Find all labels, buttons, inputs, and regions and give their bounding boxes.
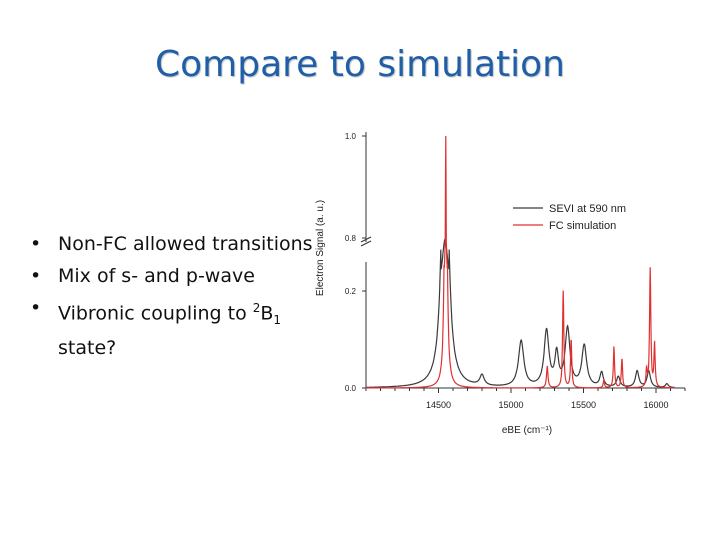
term-subscript: 1 <box>273 313 282 328</box>
term-base: B <box>260 302 274 325</box>
y-tick-label: 0.8 <box>345 234 357 243</box>
chart-axes: 14500 15000 15500 16000 0.0 0.2 0.8 1.0 <box>345 132 686 410</box>
legend-label: SEVI at 590 nm <box>549 203 626 215</box>
chart-legend: SEVI at 590 nm FC simulation <box>513 203 626 232</box>
y-tick-label: 1.0 <box>345 132 357 141</box>
spectrum-chart: 14500 15000 15500 16000 0.0 0.2 0.8 1.0 SEVI at… <box>315 132 686 436</box>
x-tick-label: 16000 <box>643 400 668 410</box>
bullet-text: Non-FC allowed transitions <box>58 233 313 255</box>
bullet-text-pre: Vibronic coupling to <box>58 302 253 325</box>
series-line <box>366 238 675 388</box>
y-axis-label: Electron Signal (a. u.) <box>315 200 326 296</box>
x-tick-label: 15500 <box>571 400 596 410</box>
legend-label: FC simulation <box>549 220 616 232</box>
x-tick-label: 15000 <box>498 400 523 410</box>
bullet-item: Mix of s- and p-wave <box>30 262 320 290</box>
bullet-text: Mix of s- and p-wave <box>58 265 255 287</box>
x-axis-label: eBE (cm⁻¹) <box>502 425 552 436</box>
bullet-list: Non-FC allowed transitions Mix of s- and… <box>30 230 320 366</box>
x-tick-label: 14500 <box>426 400 451 410</box>
y-tick-label: 0.2 <box>345 287 357 296</box>
bullet-text-post: state? <box>58 337 117 360</box>
term-superscript: 2 <box>252 301 261 315</box>
y-tick-label: 0.0 <box>345 384 357 393</box>
series-line <box>366 135 675 389</box>
page-title: Compare to simulation <box>155 44 565 85</box>
bullet-item: Non-FC allowed transitions <box>30 230 320 258</box>
bullet-item: Vibronic coupling to 2B1 state? <box>30 294 320 362</box>
axis-break-mark <box>360 236 372 247</box>
chart-series <box>366 135 675 389</box>
